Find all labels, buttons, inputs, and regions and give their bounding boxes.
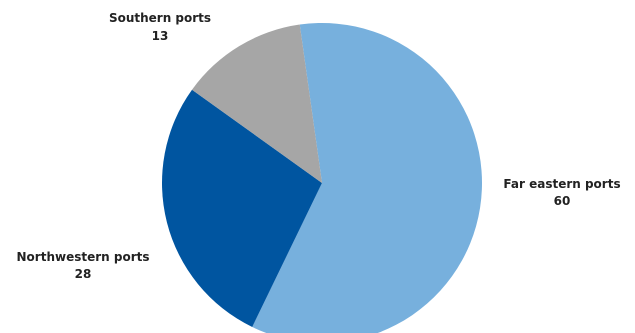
pie-slice-far-eastern-ports (252, 23, 482, 333)
slice-label-value: 60 (554, 194, 571, 208)
slice-label-name: Northwestern ports (17, 250, 150, 264)
slice-label-value: 28 (75, 267, 92, 281)
pie-slice-southern-ports (192, 24, 322, 183)
pie-slice-northwestern-ports (162, 89, 322, 327)
slice-label-name: Far eastern ports (503, 177, 620, 191)
pie-slices (162, 23, 482, 333)
slice-label-value: 13 (152, 29, 169, 43)
slice-label-name: Southern ports (109, 11, 211, 25)
